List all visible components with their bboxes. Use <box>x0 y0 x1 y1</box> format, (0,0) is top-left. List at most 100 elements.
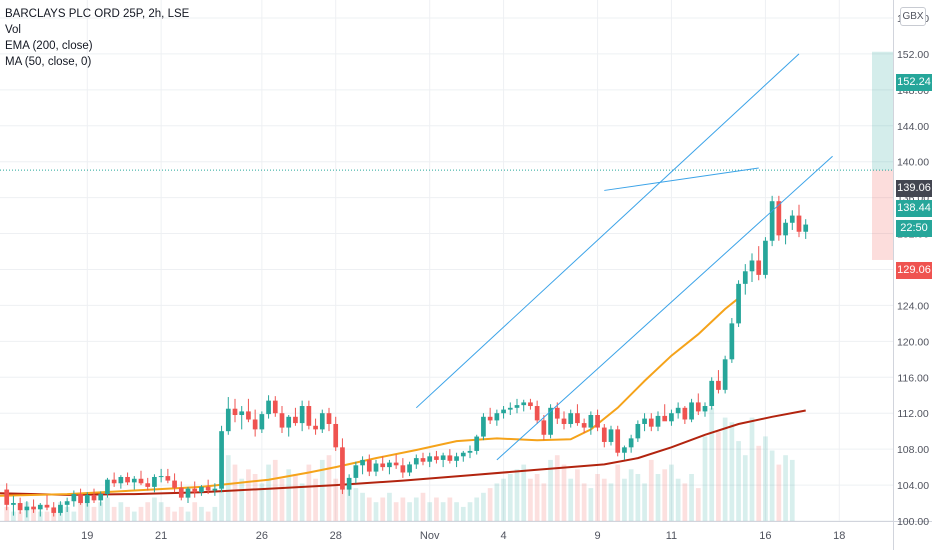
x-tick-label: 18 <box>833 530 845 542</box>
x-tick-label: 11 <box>666 530 677 542</box>
volume-bar <box>346 483 352 521</box>
candle-body <box>205 486 211 491</box>
candle-body <box>460 452 466 457</box>
candle-body <box>481 416 486 437</box>
candle-body <box>763 240 768 275</box>
candle-body <box>776 201 782 236</box>
volume-bar <box>105 497 110 521</box>
volume-bar <box>286 469 292 521</box>
y-tick-label: 144.00 <box>897 121 929 133</box>
candle-body <box>467 450 473 453</box>
candle-body <box>58 504 63 513</box>
volume-bar <box>440 502 446 521</box>
candle-body <box>71 494 77 502</box>
candle-body <box>655 415 661 427</box>
x-tick-label: 28 <box>330 530 342 542</box>
volume-bar <box>514 469 520 521</box>
x-tick-label: Nov <box>420 530 440 542</box>
channel-line <box>604 167 759 191</box>
candle-body <box>534 406 540 421</box>
candle-body <box>662 415 668 422</box>
volume-bar <box>481 492 486 521</box>
volume-bar <box>521 464 527 521</box>
candle-body <box>111 479 117 484</box>
volume-bar <box>44 511 50 521</box>
candle-body <box>91 494 97 501</box>
candle-body <box>454 456 459 461</box>
y-tick-label: 112.00 <box>897 408 928 420</box>
volume-bar <box>84 492 90 521</box>
candle-body <box>507 407 513 410</box>
candle-body <box>17 503 23 511</box>
candle-body <box>689 402 694 420</box>
candle-body <box>474 436 480 451</box>
volume-bar <box>628 469 634 521</box>
candle-body <box>400 465 406 473</box>
candle-body <box>716 380 721 390</box>
volume-bar <box>709 408 715 521</box>
volume-bar <box>64 506 70 521</box>
candle-body <box>78 494 83 504</box>
volume-bar <box>554 455 560 521</box>
candle-body <box>152 476 157 487</box>
candle-body <box>98 494 104 501</box>
chart-legend: BARCLAYS PLC ORD 25P, 2h, LSE Vol EMA (2… <box>5 6 189 70</box>
ema200-line <box>0 409 806 496</box>
candle-body <box>387 462 392 468</box>
volume-bar <box>387 492 392 521</box>
volume-bar <box>373 502 379 521</box>
volume-bar <box>91 506 97 521</box>
volume-bar <box>366 497 372 521</box>
candle-body <box>501 409 506 414</box>
candle-body <box>145 483 151 487</box>
candle-body <box>494 413 500 421</box>
volume-bar <box>736 441 741 521</box>
candle-body <box>736 283 741 324</box>
candle-body <box>138 478 144 484</box>
candle-body <box>682 407 688 420</box>
candle-body <box>756 260 762 275</box>
stop-zone <box>872 170 893 260</box>
volume-bar <box>252 474 258 521</box>
volume-bar <box>185 511 191 521</box>
volume-bar <box>729 422 735 521</box>
candle-body <box>628 438 634 448</box>
candle-body <box>554 407 560 419</box>
candle-body <box>340 447 345 490</box>
candle-body <box>749 260 755 272</box>
y-tick-label: 140.00 <box>897 157 929 169</box>
volume-bar <box>561 464 567 521</box>
candle-body <box>648 418 654 427</box>
currency-badge[interactable]: GBX <box>900 7 926 26</box>
candle-body <box>252 419 258 430</box>
candle-body <box>669 413 674 422</box>
candle-body <box>232 408 238 416</box>
candle-body <box>380 463 386 468</box>
volume-bar <box>219 474 224 521</box>
candle-body <box>528 402 533 407</box>
x-tick-label: 16 <box>759 530 771 542</box>
candle-body <box>272 400 278 414</box>
candle-body <box>427 456 433 462</box>
volume-bar <box>716 431 721 521</box>
volume-bar <box>400 497 406 521</box>
volume-bar <box>548 459 553 521</box>
volume-bar <box>313 478 318 521</box>
volume-bar <box>192 502 198 521</box>
volume-bar <box>467 502 473 521</box>
candle-body <box>31 506 36 510</box>
candle-body <box>266 400 271 415</box>
candle-body <box>581 423 587 428</box>
candle-body <box>695 402 701 412</box>
volume-bar <box>601 478 607 521</box>
candle-body <box>769 201 775 241</box>
candle-body <box>4 489 10 505</box>
volume-bar <box>682 483 688 521</box>
candle-body <box>306 406 312 426</box>
countdown-label: 22:50 <box>896 220 932 237</box>
volume-bar <box>575 469 580 521</box>
volume-bar <box>615 464 621 521</box>
candle-body <box>199 486 204 493</box>
volume-bar <box>608 483 614 521</box>
